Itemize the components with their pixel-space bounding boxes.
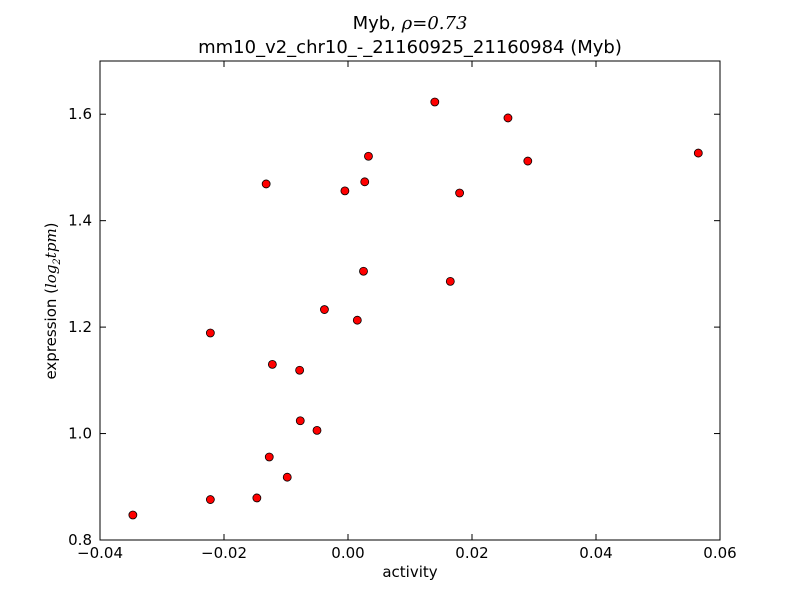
data-point	[360, 177, 370, 187]
data-point	[455, 188, 465, 198]
x-tick-label: −0.02	[201, 544, 247, 562]
data-point	[128, 510, 138, 520]
y-axis-label: expression (log2tpm)	[42, 222, 63, 379]
data-point	[352, 315, 362, 325]
data-point	[205, 328, 215, 338]
data-point	[693, 148, 703, 158]
data-point	[445, 276, 455, 286]
data-point	[267, 359, 277, 369]
y-tick-label: 1.2	[68, 318, 92, 336]
data-point	[430, 97, 440, 107]
x-tick-label: 0.00	[331, 544, 364, 562]
ylabel-suffix: )	[42, 222, 60, 228]
title-prefix: Myb,	[353, 13, 402, 34]
data-point	[523, 156, 533, 166]
data-point	[295, 416, 305, 426]
x-tick-label: 0.06	[703, 544, 736, 562]
data-point	[312, 425, 322, 435]
axis-ticks: −0.04 −0.02 0.00 0.02 0.04 0.06 0.8 1.0 1.2 1.4 1.…	[68, 61, 737, 562]
ylabel-log: log	[42, 265, 60, 288]
title-rho-equals: =	[412, 13, 427, 34]
data-point	[340, 186, 350, 196]
chart-title: Myb, ρ=0.73	[353, 13, 468, 34]
x-tick-label: −0.04	[77, 544, 123, 562]
data-point	[264, 452, 274, 462]
plot-area	[99, 60, 721, 541]
y-tick-label: 1.4	[68, 212, 92, 230]
title-rho-value: 0.73	[427, 13, 467, 34]
y-tick-label: 1.0	[68, 425, 92, 443]
data-point	[359, 266, 368, 276]
chart-subtitle: mm10_v2_chr10_-_21160925_21160984 (Myb)	[198, 37, 622, 58]
ylabel-prefix: expression (	[42, 288, 60, 380]
data-point	[252, 493, 262, 503]
data-point	[205, 495, 215, 504]
ylabel-sub: 2	[52, 258, 63, 265]
data-point	[503, 113, 513, 123]
data-points	[128, 97, 703, 520]
data-point	[320, 305, 329, 314]
data-point	[364, 151, 373, 161]
ylabel-tpm: tpm	[42, 228, 60, 258]
data-point	[282, 472, 292, 482]
title-rho-symbol: ρ	[401, 13, 413, 34]
data-point	[261, 179, 271, 189]
data-point	[295, 365, 305, 375]
x-tick-label: 0.04	[579, 544, 612, 562]
y-tick-label: 1.6	[68, 105, 92, 123]
x-tick-label: 0.02	[455, 544, 488, 562]
x-axis-label: activity	[382, 563, 437, 581]
y-tick-label: 0.8	[68, 531, 92, 549]
